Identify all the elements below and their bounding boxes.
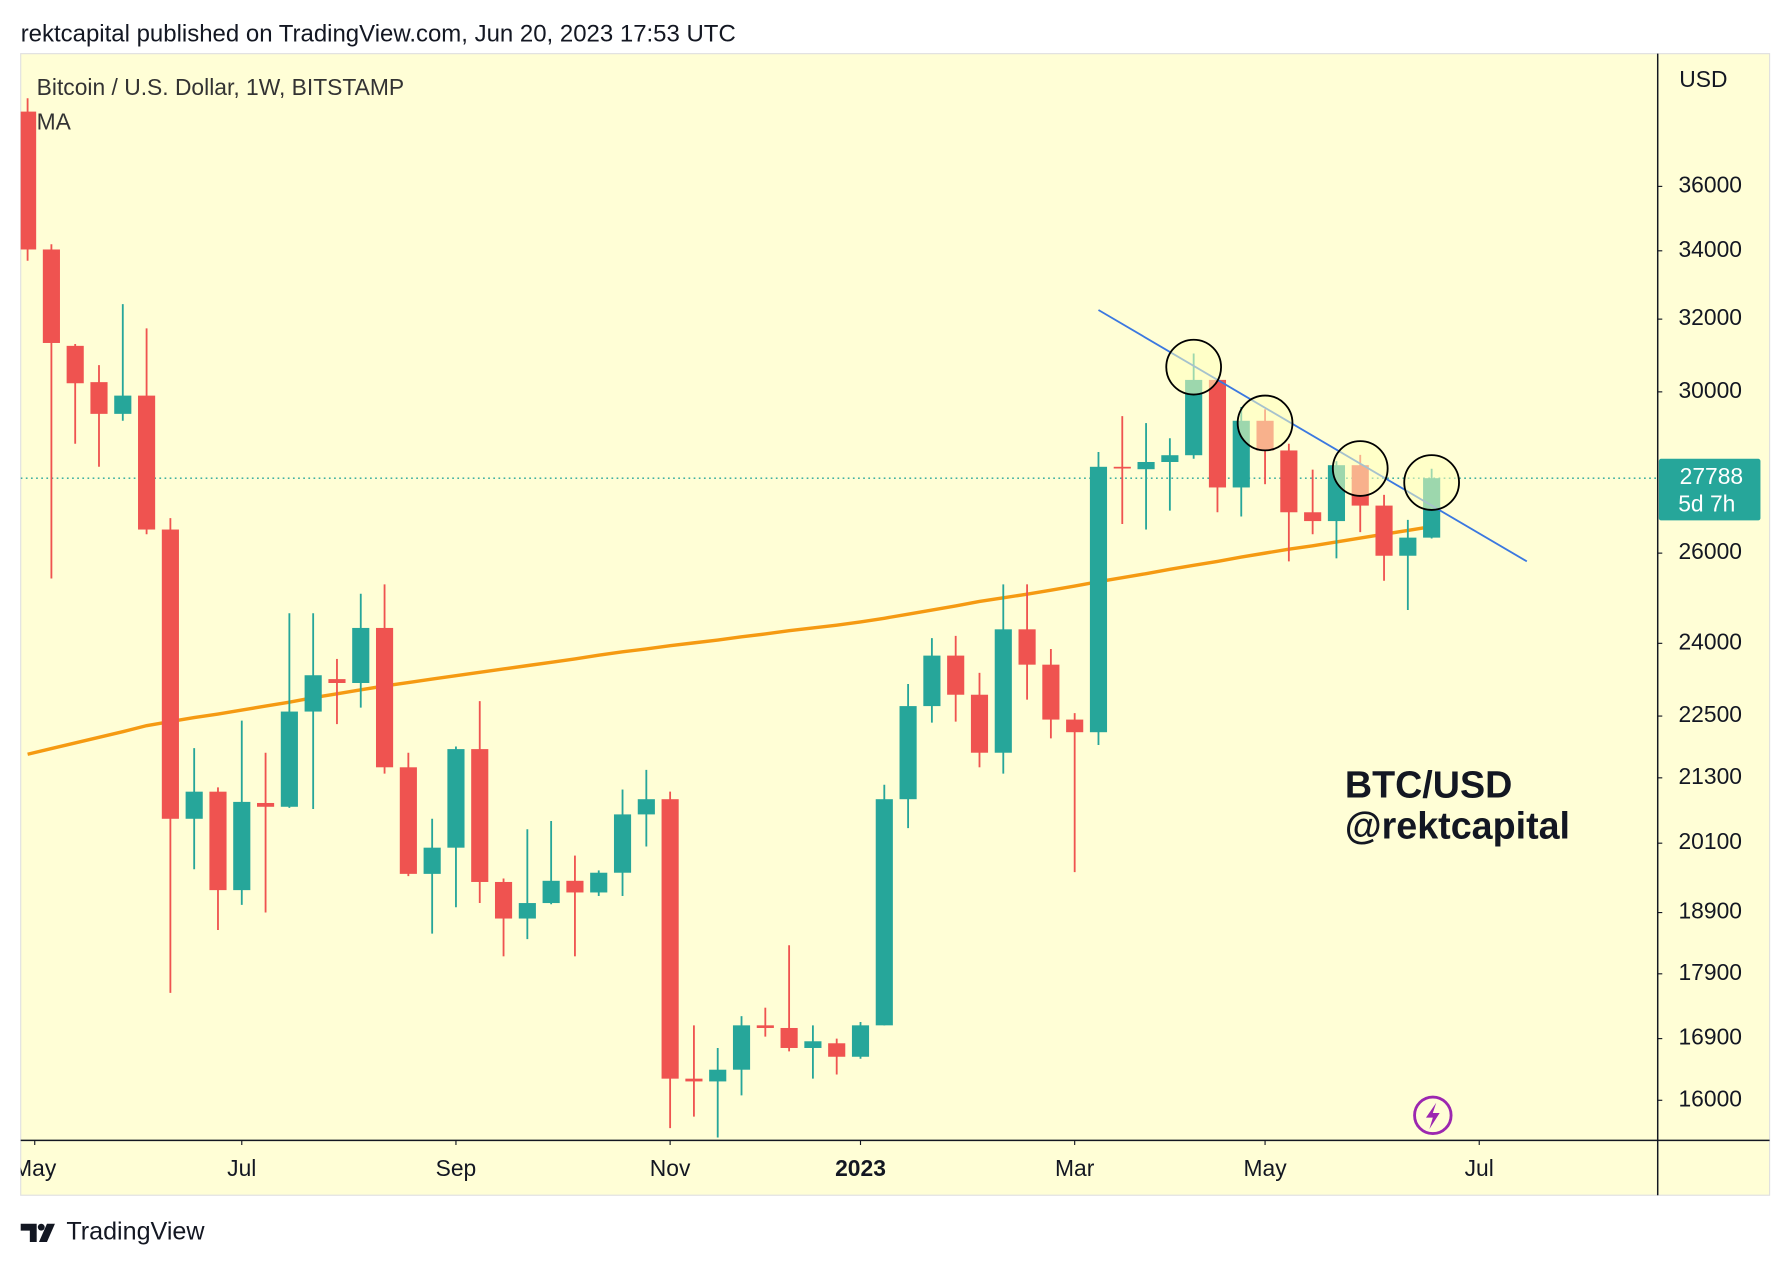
candle-body: [923, 655, 941, 707]
candle-body: [1113, 466, 1131, 469]
candle-body: [899, 706, 917, 800]
candle-body: [280, 711, 298, 807]
candle-body: [685, 1078, 703, 1082]
x-tick-label: Sep: [436, 1155, 477, 1181]
candle-body: [828, 1043, 846, 1057]
countdown-label: 5d 7h: [1678, 491, 1735, 517]
candle-body: [590, 872, 608, 893]
y-tick-label: 17900: [1678, 959, 1741, 985]
y-tick-label: 18900: [1678, 898, 1741, 924]
moving-average-line: [27, 524, 1432, 756]
candle-body: [756, 1025, 774, 1028]
candle-body: [1018, 629, 1036, 665]
candle-body: [42, 249, 60, 343]
x-tick-label: 2023: [835, 1155, 886, 1181]
y-tick-label: 36000: [1678, 171, 1741, 197]
candle-body: [1399, 537, 1417, 556]
candle-body: [257, 802, 275, 807]
candle-body: [613, 814, 632, 873]
y-tick-label: 22500: [1678, 701, 1741, 727]
last-price-box: [1658, 458, 1761, 521]
candle-body: [947, 655, 965, 695]
tradingview-logo[interactable]: [20, 1223, 55, 1243]
y-tick-label: 21300: [1678, 763, 1741, 789]
candle-body: [447, 749, 465, 848]
y-tick-label: 16900: [1678, 1024, 1741, 1050]
candle-body: [20, 111, 37, 250]
candle-body: [185, 791, 203, 819]
candle-body: [804, 1041, 822, 1048]
axis-unit: USD: [1679, 66, 1727, 92]
candle-body: [780, 1027, 798, 1048]
candle-body: [1280, 450, 1298, 513]
candle-body: [1137, 461, 1155, 470]
candle-body: [637, 799, 655, 815]
candle-body: [518, 903, 536, 919]
candle-body: [542, 880, 560, 904]
candle-body: [399, 767, 417, 874]
highlight-circle: [1236, 394, 1294, 452]
annotation-line: BTC/USD: [1345, 764, 1512, 806]
candle-body: [994, 629, 1012, 753]
y-tick-label: 32000: [1678, 304, 1741, 330]
annotation-line: @rektcapital: [1345, 805, 1570, 847]
candle-body: [423, 847, 441, 874]
y-tick-label: 16000: [1678, 1085, 1741, 1111]
highlight-circle: [1403, 454, 1460, 511]
candle-body: [1375, 505, 1393, 556]
highlight-circle: [1331, 440, 1389, 497]
candle-body: [328, 679, 346, 683]
candle-body: [375, 627, 394, 768]
candle-body: [970, 694, 989, 753]
candle-body: [471, 749, 489, 882]
candle-body: [1304, 512, 1322, 522]
y-tick-label: 20100: [1678, 828, 1741, 854]
candle-body: [732, 1025, 751, 1070]
x-tick-label: May: [13, 1155, 57, 1181]
x-tick-label: Nov: [650, 1155, 691, 1181]
candle-body: [1066, 719, 1084, 733]
publish-header: rektcapital published on TradingView.com…: [21, 21, 736, 48]
y-tick-label: 34000: [1678, 236, 1741, 262]
candle-body: [138, 395, 156, 530]
candle-body: [1208, 379, 1227, 488]
y-tick-label: 30000: [1678, 377, 1741, 403]
candle-body: [233, 801, 251, 891]
candle-body: [1161, 455, 1179, 462]
candle-body: [1089, 466, 1108, 733]
candle-body: [661, 799, 679, 1079]
candle-body: [566, 880, 584, 893]
candle-body: [851, 1025, 870, 1057]
y-tick-label: 26000: [1678, 538, 1741, 564]
indicator-label: MA: [37, 108, 72, 134]
candle-body: [90, 382, 108, 414]
candle-body: [66, 345, 84, 384]
y-tick-label: 24000: [1678, 628, 1741, 654]
candle-body: [1185, 379, 1203, 456]
x-tick-label: May: [1243, 1155, 1287, 1181]
x-tick-label: Jul: [1465, 1155, 1494, 1181]
candle-body: [209, 791, 227, 891]
candle-body: [161, 529, 179, 819]
chart-title: Bitcoin / U.S. Dollar, 1W, BITSTAMP: [37, 74, 404, 100]
x-tick-label: Jul: [227, 1155, 256, 1181]
plot-area: [20, 98, 1658, 1138]
x-tick-label: Mar: [1055, 1155, 1095, 1181]
candle-body: [352, 627, 370, 683]
highlight-circle: [1165, 338, 1222, 396]
lightning-icon[interactable]: [1413, 1095, 1453, 1136]
candle-body: [304, 675, 322, 712]
chart-frame: [20, 53, 1771, 1196]
candle-body: [709, 1069, 727, 1082]
candle-body: [494, 881, 513, 919]
footer-brand[interactable]: TradingView: [66, 1218, 205, 1246]
x-tick-labels: May Jul Sep Nov 2023 Mar May Jul: [13, 1155, 1494, 1181]
candle-body: [875, 799, 893, 1026]
last-price-label: 27788: [1680, 463, 1743, 489]
candle-body: [114, 395, 132, 414]
candle-body: [1042, 664, 1060, 720]
